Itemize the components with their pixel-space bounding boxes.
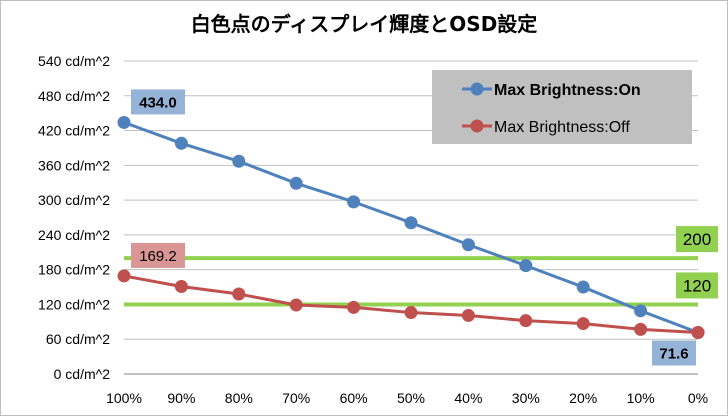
x-tick-label: 40% xyxy=(454,390,482,406)
y-tick-label: 360 cd/m^2 xyxy=(38,157,110,173)
legend: Max Brightness:On Max Brightness:Off xyxy=(432,70,692,144)
data-point xyxy=(289,176,303,190)
data-label: 434.0 xyxy=(139,94,177,111)
data-point xyxy=(404,216,418,230)
x-tick-label: 50% xyxy=(397,390,425,406)
data-label-box xyxy=(131,89,185,115)
data-point xyxy=(174,279,188,293)
data-label-box xyxy=(131,242,185,268)
data-point xyxy=(174,136,188,150)
x-tick-label: 0% xyxy=(688,390,708,406)
data-point xyxy=(519,259,533,273)
y-tick-label: 540 cd/m^2 xyxy=(38,53,110,69)
data-point xyxy=(634,322,648,336)
data-point xyxy=(117,115,131,129)
y-tick-label: 240 cd/m^2 xyxy=(38,227,110,243)
data-label: 169.2 xyxy=(139,248,177,265)
data-point xyxy=(576,317,590,331)
reference-lines: 200 120 xyxy=(124,226,718,307)
x-tick-label: 30% xyxy=(512,390,540,406)
x-tick-label: 100% xyxy=(106,390,142,406)
data-point xyxy=(289,298,303,312)
data-point xyxy=(634,304,648,318)
data-point xyxy=(347,300,361,314)
y-tick-label: 420 cd/m^2 xyxy=(38,123,110,139)
reference-label-box xyxy=(676,226,718,253)
data-point xyxy=(232,154,246,168)
x-tick-label: 90% xyxy=(167,390,195,406)
legend-label: Max Brightness:On xyxy=(494,82,641,99)
data-point xyxy=(461,308,475,322)
data-point xyxy=(404,306,418,320)
x-tick-label: 10% xyxy=(627,390,655,406)
y-tick-label: 120 cd/m^2 xyxy=(38,296,110,312)
y-axis-ticks: 0 cd/m^2 60 cd/m^2 120 cd/m^2 180 cd/m^2 240… xyxy=(38,53,110,382)
data-point xyxy=(691,325,705,339)
x-tick-label: 80% xyxy=(225,390,253,406)
reference-label: 200 xyxy=(683,230,711,249)
legend-label: Max Brightness:Off xyxy=(494,119,630,136)
data-point xyxy=(576,280,590,294)
x-tick-label: 20% xyxy=(569,390,597,406)
chart-title: 白色点のディスプレイ輝度とOSD設定 xyxy=(190,12,538,36)
data-point xyxy=(347,195,361,209)
legend-swatch-marker xyxy=(470,119,484,133)
data-label-box xyxy=(652,340,696,366)
x-axis-ticks: 100% 90% 80% 70% 60% 50% 40% 30% 20% 10% 0% xyxy=(106,390,708,406)
data-label: 71.6 xyxy=(659,345,688,362)
y-tick-label: 480 cd/m^2 xyxy=(38,88,110,104)
data-point xyxy=(461,238,475,252)
y-tick-label: 300 cd/m^2 xyxy=(38,192,110,208)
x-tick-label: 70% xyxy=(282,390,310,406)
data-point xyxy=(232,287,246,301)
data-labels: 434.0 71.6 169.2 xyxy=(131,89,696,366)
y-tick-label: 180 cd/m^2 xyxy=(38,262,110,278)
data-point xyxy=(117,269,131,283)
y-tick-label: 0 cd/m^2 xyxy=(54,366,111,382)
reference-label-box xyxy=(676,272,718,299)
legend-swatch-marker xyxy=(470,82,484,96)
x-tick-label: 60% xyxy=(340,390,368,406)
series-group xyxy=(117,115,705,339)
reference-label: 120 xyxy=(683,276,711,295)
data-point xyxy=(519,314,533,328)
y-tick-label: 60 cd/m^2 xyxy=(46,331,110,347)
